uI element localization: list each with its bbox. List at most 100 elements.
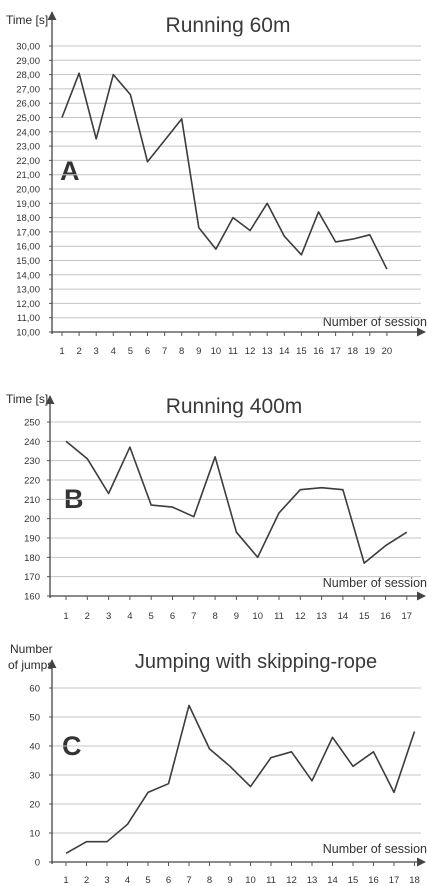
y-tick-label-a: 23,00	[16, 142, 40, 153]
x-tick-label-a: 9	[196, 346, 201, 357]
data-point-b	[193, 516, 195, 518]
data-point-b	[299, 489, 301, 491]
data-point-a	[61, 116, 63, 118]
y-tick-label-c: 0	[35, 858, 40, 869]
y-tick-label-a: 25,00	[16, 113, 40, 124]
x-tick-label-c: 16	[368, 875, 379, 886]
data-point-b	[129, 446, 131, 448]
data-point-a	[112, 73, 114, 75]
data-point-c	[290, 751, 292, 753]
data-point-c	[188, 704, 190, 706]
y-tick-label-b: 250	[24, 418, 40, 429]
y-tick-label-a: 29,00	[16, 56, 40, 67]
x-tick-label-c: 8	[207, 875, 212, 886]
y-tick-label-b: 230	[24, 456, 40, 467]
data-point-b	[363, 562, 365, 564]
y-tick-label-a: 11,00	[17, 313, 40, 324]
y-tick-label-b: 190	[24, 534, 40, 545]
x-tick-label-b: 14	[338, 611, 349, 622]
x-tick-label-a: 10	[211, 346, 222, 357]
data-point-b	[171, 506, 173, 508]
y-tick-label-a: 13,00	[16, 285, 40, 296]
chart-panel-b: Time [s] Running 400m B Number of sessio…	[6, 392, 427, 622]
y-tick-label-a: 24,00	[16, 127, 40, 138]
data-point-a	[352, 238, 354, 240]
x-tick-label-c: 10	[245, 875, 256, 886]
y-tick-label-a: 14,00	[16, 270, 40, 281]
x-tick-label-b: 7	[191, 611, 196, 622]
x-axis-title-a: Number of session	[323, 315, 427, 329]
data-point-b	[65, 440, 67, 442]
data-point-c	[85, 841, 87, 843]
x-tick-label-c: 15	[348, 875, 359, 886]
data-point-a	[198, 226, 200, 228]
x-tick-label-a: 4	[111, 346, 116, 357]
x-tick-label-c: 13	[307, 875, 318, 886]
x-axis-title-c: Number of session	[323, 842, 427, 856]
x-tick-label-b: 3	[106, 611, 111, 622]
y-tick-label-c: 40	[29, 742, 40, 753]
x-tick-label-a: 6	[145, 346, 150, 357]
x-tick-label-b: 2	[85, 611, 90, 622]
data-point-b	[384, 545, 386, 547]
data-point-c	[270, 756, 272, 758]
y-tick-label-b: 180	[24, 553, 40, 564]
x-tick-label-c: 5	[145, 875, 150, 886]
chart-panel-c: Number of jumps Jumping with skipping-ro…	[8, 642, 427, 886]
x-tick-label-b: 10	[252, 611, 263, 622]
data-point-c	[106, 841, 108, 843]
panel-label-a: A	[60, 156, 80, 186]
x-tick-label-a: 16	[313, 346, 324, 357]
y-tick-label-b: 160	[24, 592, 40, 603]
data-point-a	[386, 268, 388, 270]
x-tick-label-c: 9	[227, 875, 232, 886]
data-point-c	[65, 852, 67, 854]
chart-title-c: Jumping with skipping-rope	[135, 651, 377, 673]
data-point-a	[334, 241, 336, 243]
x-tick-label-c: 18	[409, 875, 420, 886]
plot-area-a: 10,00 11,00 12,00 13,00 14,00 15,00 16,00 17,00…	[16, 11, 426, 357]
data-point-a	[129, 93, 131, 95]
chart-title-a: Running 60m	[166, 14, 291, 37]
chart-panel-a: Time [s] Running 60m A Number of session…	[6, 11, 427, 357]
data-point-a	[95, 138, 97, 140]
data-point-a	[181, 118, 183, 120]
data-point-b	[342, 489, 344, 491]
series-line-a	[61, 72, 388, 270]
x-tick-label-c: 12	[286, 875, 297, 886]
x-tick-label-a: 19	[365, 346, 376, 357]
y-tick-label-a: 10,00	[16, 328, 40, 339]
y-tick-label-b: 210	[24, 495, 40, 506]
data-point-a	[369, 234, 371, 236]
series-line-c	[65, 704, 416, 854]
x-tick-label-a: 2	[76, 346, 81, 357]
y-tick-label-a: 21,00	[16, 170, 40, 181]
x-tick-label-a: 12	[245, 346, 256, 357]
x-tick-label-c: 6	[166, 875, 171, 886]
x-tick-label-b: 17	[402, 611, 413, 622]
data-point-c	[311, 780, 313, 782]
x-tick-label-c: 11	[266, 875, 276, 886]
x-tick-label-a: 15	[296, 346, 307, 357]
y-tick-label-a: 28,00	[16, 70, 40, 81]
x-tick-label-b: 13	[316, 611, 327, 622]
x-tick-label-b: 12	[295, 611, 306, 622]
x-tick-label-b: 16	[380, 611, 391, 622]
x-axis-title-b: Number of session	[323, 576, 427, 590]
x-tick-label-a: 5	[128, 346, 133, 357]
data-point-b	[406, 531, 408, 533]
x-tick-label-b: 1	[63, 611, 68, 622]
x-tick-label-c: 4	[125, 875, 130, 886]
data-point-a	[232, 216, 234, 218]
x-tick-label-a: 3	[94, 346, 99, 357]
x-tick-label-a: 14	[279, 346, 290, 357]
y-tick-label-a: 18,00	[16, 213, 40, 224]
x-tick-label-c: 17	[389, 875, 400, 886]
y-tick-label-b: 240	[24, 437, 40, 448]
x-tick-label-a: 17	[330, 346, 341, 357]
y-tick-label-a: 27,00	[16, 84, 40, 95]
y-tick-label-b: 170	[24, 572, 40, 583]
